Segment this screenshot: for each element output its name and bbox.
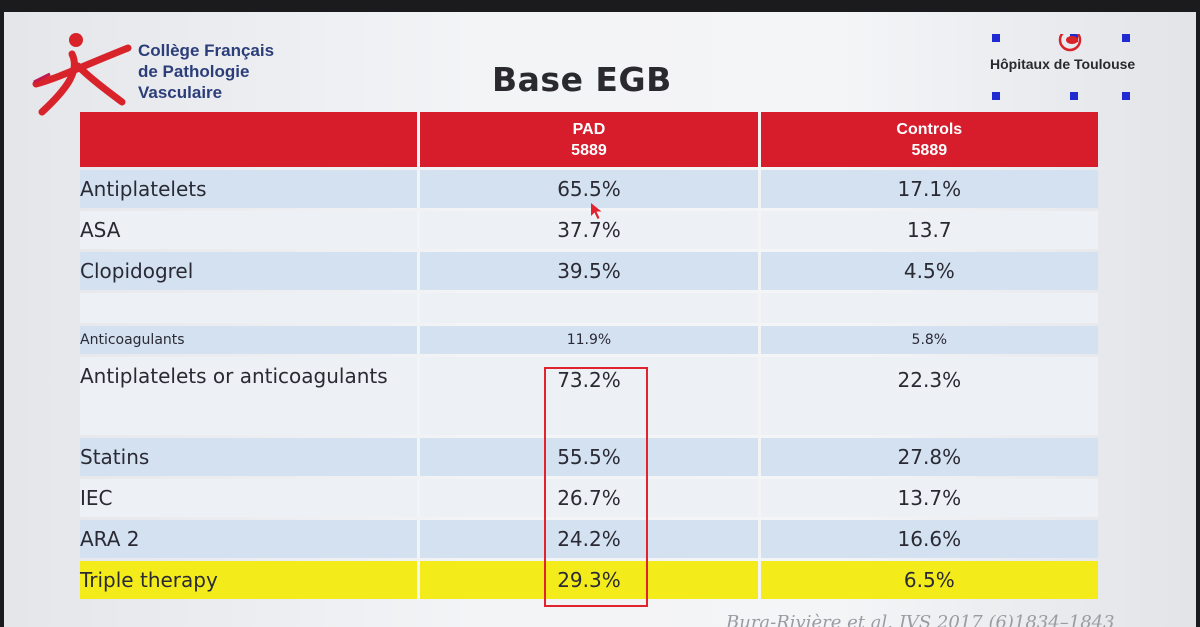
cfpv-logo-text: Collège Français de Pathologie Vasculair… — [138, 40, 274, 103]
pad-value: 37.7% — [417, 211, 758, 249]
table-row: Antiplatelets or anticoagulants 73.2% 22… — [80, 357, 1098, 435]
controls-value: 5.8% — [757, 326, 1098, 354]
presentation-slide: Collège Français de Pathologie Vasculair… — [4, 12, 1196, 627]
controls-value: 6.5% — [757, 561, 1098, 599]
header-pad-label: PAD — [572, 120, 606, 138]
controls-value: 4.5% — [757, 252, 1098, 290]
slide-title: Base EGB — [492, 60, 672, 99]
table-row: Statins 55.5% 27.8% — [80, 438, 1098, 476]
table-row: ARA 2 24.2% 16.6% — [80, 520, 1098, 558]
pad-value: 11.9% — [417, 326, 758, 354]
row-label: Antiplatelets or anticoagulants — [80, 357, 418, 435]
hopitaux-toulouse-emblem-icon — [992, 34, 1130, 100]
cfpv-line-1: Collège Français — [138, 41, 275, 60]
pad-value — [417, 293, 758, 323]
controls-value: 27.8% — [757, 438, 1098, 476]
table-row-spacer — [80, 293, 1098, 323]
controls-value — [757, 293, 1098, 323]
table-row: IEC 26.7% 13.7% — [80, 479, 1098, 517]
row-label — [80, 293, 418, 323]
table-row: Clopidogrel 39.5% 4.5% — [80, 252, 1098, 290]
pad-value: 29.3% — [417, 561, 758, 599]
cfpv-ribbon-logo-icon — [32, 33, 132, 116]
pad-value: 73.2% — [417, 357, 758, 435]
row-label: Antiplatelets — [80, 170, 418, 208]
controls-value: 17.1% — [757, 170, 1098, 208]
pad-value: 55.5% — [417, 438, 758, 476]
table-header-row: PAD 5889 Controls 5889 — [80, 112, 1098, 167]
row-label: ASA — [80, 211, 418, 249]
cfpv-line-3: Vasculaire — [138, 83, 223, 102]
row-label: Clopidogrel — [80, 252, 418, 290]
header-cell-controls: Controls 5889 — [757, 112, 1098, 167]
row-label: Triple therapy — [80, 561, 418, 599]
pad-value: 65.5% — [417, 170, 758, 208]
controls-value: 22.3% — [757, 357, 1098, 435]
controls-value: 13.7 — [757, 211, 1098, 249]
row-label: Statins — [80, 438, 418, 476]
row-label: IEC — [80, 479, 418, 517]
header-cell-pad: PAD 5889 — [417, 112, 758, 167]
header-pad-count: 5889 — [571, 141, 607, 159]
hopitaux-logo-text: Hôpitaux de Toulouse — [990, 56, 1136, 72]
controls-value: 16.6% — [757, 520, 1098, 558]
pad-value: 24.2% — [417, 520, 758, 558]
pad-value: 26.7% — [417, 479, 758, 517]
controls-value: 13.7% — [757, 479, 1098, 517]
citation-text: Bura-Rivière et al. JVS 2017 (6)1834–184… — [726, 612, 1115, 627]
pad-value: 39.5% — [417, 252, 758, 290]
laser-pointer-arrow-icon — [591, 203, 602, 219]
table-row: ASA 37.7% 13.7 — [80, 211, 1098, 249]
row-label: ARA 2 — [80, 520, 418, 558]
cfpv-line-2: de Pathologie — [138, 62, 250, 81]
table-row: Anticoagulants 11.9% 5.8% — [80, 326, 1098, 354]
header-cell-empty — [80, 112, 418, 167]
row-label: Anticoagulants — [80, 326, 418, 354]
medication-table: PAD 5889 Controls 5889 Antiplatelets 65.… — [80, 109, 1098, 602]
header-controls-label: Controls — [896, 120, 963, 138]
pad-highlight-box — [544, 367, 648, 607]
table-row-highlighted: Triple therapy 29.3% 6.5% — [80, 561, 1098, 599]
header-controls-count: 5889 — [911, 141, 948, 159]
table-row: Antiplatelets 65.5% 17.1% — [80, 170, 1098, 208]
